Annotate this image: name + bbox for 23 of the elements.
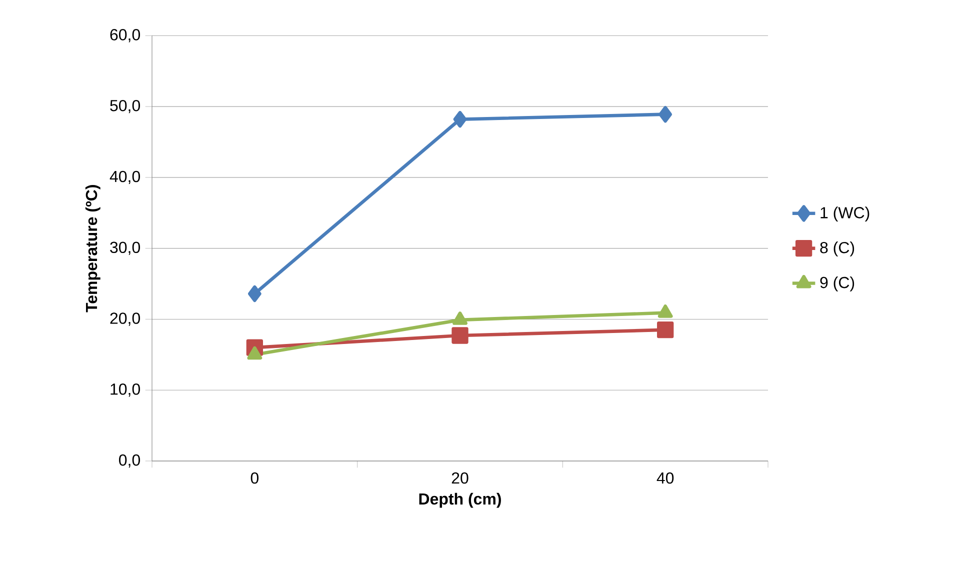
x-tick-label: 20	[452, 472, 468, 484]
point	[658, 106, 672, 123]
y-tick-label: 30,0	[110, 242, 140, 255]
point	[452, 312, 468, 325]
x-tick-label: 0	[250, 472, 258, 484]
y-tick-label: 10,0	[110, 383, 140, 397]
legend-label: 8 (C)	[820, 242, 854, 256]
point	[247, 346, 262, 360]
y-tick-label: 20,0	[110, 312, 140, 326]
point	[453, 110, 467, 128]
point	[248, 285, 262, 302]
x-axis-title: Depth (cm)	[419, 492, 501, 508]
legend-label: 1 (WC)	[820, 206, 870, 222]
y-axis-title: Temperature (ºC)	[85, 185, 100, 312]
point	[658, 304, 673, 318]
y-tick-label: 60,0	[110, 29, 140, 42]
y-tick-label: 0,0	[119, 454, 140, 468]
x-tick-label: 40	[656, 472, 674, 484]
y-tick-label: 50,0	[110, 100, 140, 114]
point	[452, 327, 468, 344]
y-tick-label: 40,0	[110, 170, 140, 184]
point	[657, 322, 674, 338]
legend-label: 9 (C)	[820, 276, 854, 292]
